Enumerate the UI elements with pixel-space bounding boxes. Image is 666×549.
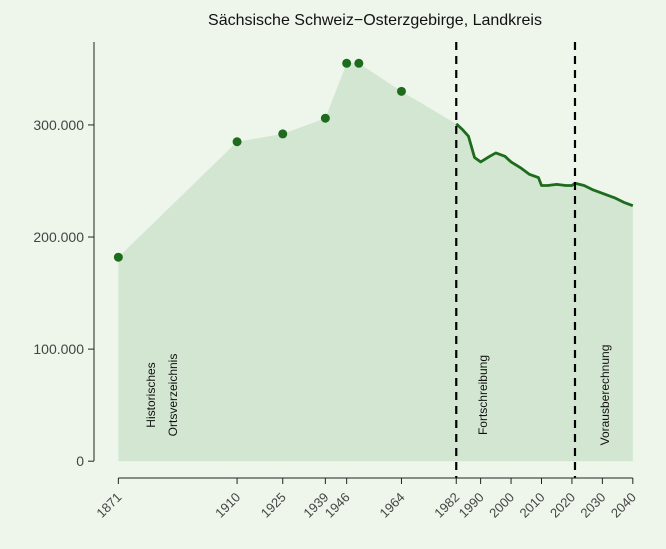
point <box>354 58 364 68</box>
chart-title: Sächsische Schweiz−Osterzgebirge, Landkr… <box>208 12 542 29</box>
period-label: Historisches <box>144 362 158 427</box>
point <box>320 113 330 123</box>
period-label: Fortschreibung <box>476 355 490 435</box>
y-tick-label: 0 <box>76 453 84 469</box>
period-label: Vorausberechnung <box>598 345 612 446</box>
line <box>455 122 634 207</box>
period-label: Ortsverzeichnis <box>166 354 180 437</box>
point <box>278 129 288 139</box>
y-tick-label: 200.000 <box>33 229 84 245</box>
y-tick-label: 300.000 <box>33 117 84 133</box>
point <box>232 137 242 147</box>
point <box>342 58 352 68</box>
area <box>118 63 633 462</box>
y-tick-label: 100.000 <box>33 341 84 357</box>
point <box>396 86 406 96</box>
point <box>113 252 123 262</box>
